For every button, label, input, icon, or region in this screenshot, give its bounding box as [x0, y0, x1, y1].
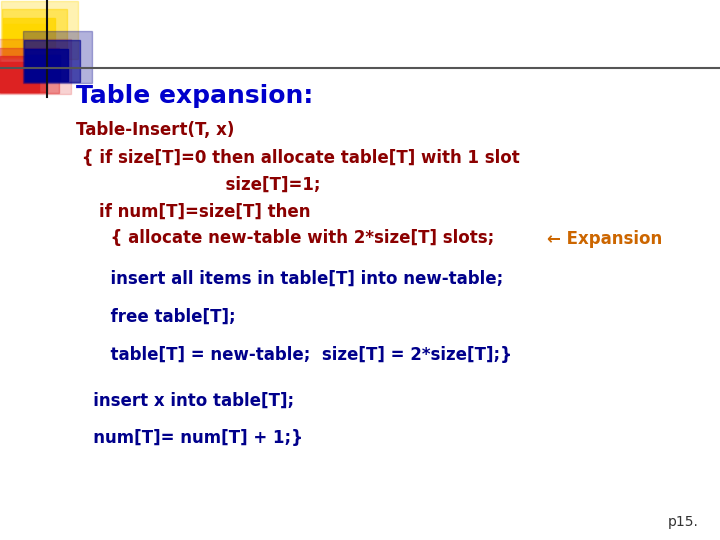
Bar	[24, 40, 81, 82]
Text: insert x into table[T];: insert x into table[T];	[76, 392, 294, 409]
Bar	[2, 9, 66, 58]
Bar	[4, 24, 47, 57]
Bar	[0, 39, 71, 94]
Bar	[1, 1, 78, 59]
Text: if num[T]=size[T] then: if num[T]=size[T] then	[76, 202, 310, 220]
Bar	[23, 31, 92, 83]
Text: { if size[T]=0 then allocate table[T] with 1 slot: { if size[T]=0 then allocate table[T] wi…	[76, 148, 519, 166]
Bar	[3, 18, 55, 57]
Text: { allocate new-table with 2*size[T] slots;: { allocate new-table with 2*size[T] slot…	[76, 230, 494, 247]
Bar	[0, 56, 48, 92]
Bar	[1, 62, 40, 91]
Text: Table-Insert(T, x): Table-Insert(T, x)	[76, 122, 234, 139]
Text: insert all items in table[T] into new-table;: insert all items in table[T] into new-ta…	[76, 270, 503, 288]
Bar	[25, 49, 68, 81]
Text: free table[T];: free table[T];	[76, 308, 235, 326]
Text: size[T]=1;: size[T]=1;	[76, 176, 320, 193]
Text: p15.: p15.	[667, 515, 698, 529]
Text: Table expansion:: Table expansion:	[76, 84, 313, 107]
Text: ← Expansion: ← Expansion	[547, 230, 662, 247]
Bar	[0, 48, 59, 93]
Bar	[26, 55, 60, 80]
Text: num[T]= num[T] + 1;}: num[T]= num[T] + 1;}	[76, 429, 302, 447]
Text: table[T] = new-table;  size[T] = 2*size[T];}: table[T] = new-table; size[T] = 2*size[T…	[76, 346, 512, 363]
